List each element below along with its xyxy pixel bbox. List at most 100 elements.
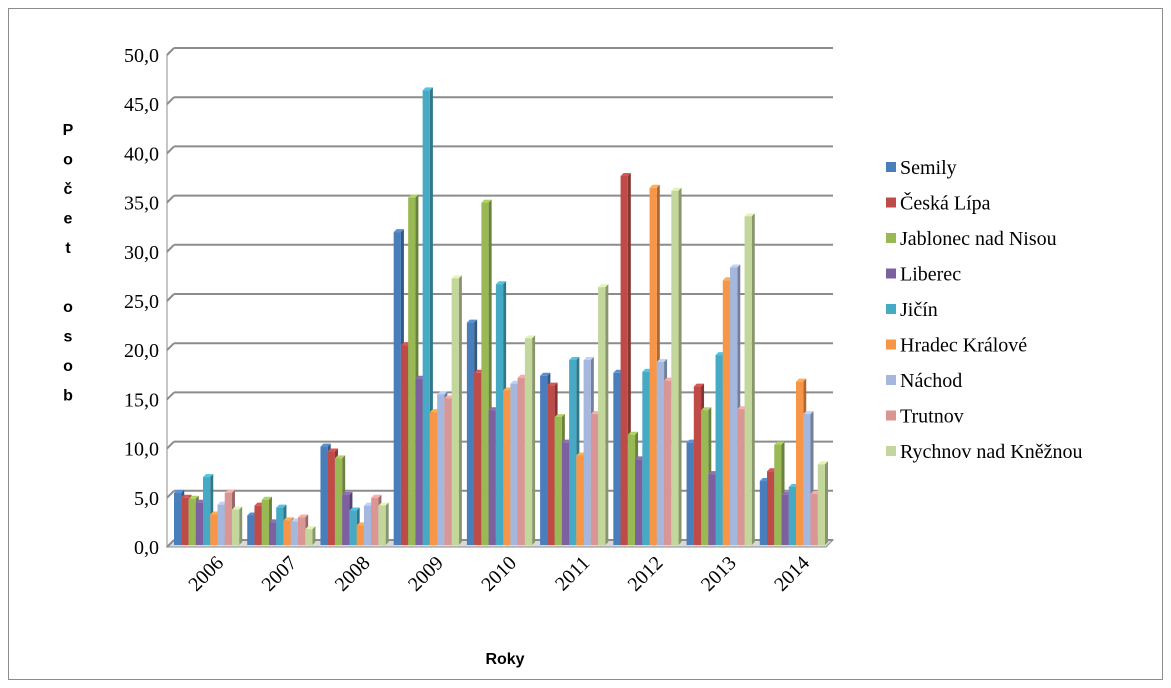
bar-front [188, 498, 196, 545]
bar-front [774, 444, 782, 545]
bar-top [671, 187, 682, 191]
bar-front [737, 409, 745, 545]
bar-top [371, 494, 382, 498]
bar-front [466, 322, 475, 545]
y-tick-label: 30,0 [124, 242, 159, 264]
bar-top [656, 358, 668, 362]
bar-side [385, 502, 389, 545]
bar-front [408, 197, 416, 545]
legend-label: Trutnov [900, 406, 964, 428]
bar-top [796, 378, 807, 382]
bar-top [231, 506, 243, 510]
bar-top [774, 441, 785, 445]
bar-top [334, 455, 346, 459]
gridline-depth [166, 440, 175, 450]
bar-top [188, 495, 199, 499]
bar-front [342, 494, 350, 545]
bar-front [620, 176, 628, 545]
y-axis-title-letter: b [63, 388, 73, 405]
legend-label: Hradec Králové [900, 335, 1027, 357]
bar-front [276, 507, 284, 545]
bar-front [290, 521, 298, 545]
legend-swatch [886, 268, 896, 279]
bar-top [437, 391, 448, 395]
bar-top [261, 496, 272, 500]
bar-front [202, 477, 211, 545]
bar-front [583, 360, 591, 545]
bar-top [583, 357, 594, 361]
bar [598, 284, 609, 545]
bar-front [247, 515, 255, 545]
bar [378, 502, 389, 545]
legend-entry: Trutnov [886, 406, 964, 428]
gridline-depth [166, 391, 175, 401]
bar-top [495, 281, 507, 285]
bar-top [320, 443, 331, 447]
legend-entry: Náchod [886, 370, 962, 392]
bar-front [627, 434, 636, 545]
bar-front [561, 442, 570, 545]
bar-top [701, 407, 712, 411]
bar-top [224, 489, 235, 493]
plot-area: 0,0 5,0 10,0 15,0 20,0 25,0 30,0 35,0 40,0 45,0 50… [124, 45, 835, 596]
bar-top [547, 382, 558, 386]
bar-top [174, 489, 185, 493]
bar-top [481, 199, 492, 203]
gridline-depth [166, 47, 175, 56]
legend-label: Náchod [900, 370, 962, 392]
bar-front [327, 451, 335, 545]
legend-swatch [886, 304, 896, 314]
bar-side [605, 284, 609, 545]
bar-front [195, 502, 203, 545]
bar-front [495, 284, 504, 545]
bar-top [202, 474, 214, 478]
y-axis-title-letter: o [63, 299, 73, 316]
bar-top [744, 213, 755, 217]
bar-front [664, 380, 672, 545]
bar-top [649, 184, 660, 188]
bar-top [378, 502, 389, 506]
bar-top [327, 448, 338, 452]
bar-front [781, 494, 789, 545]
bar-front [378, 505, 386, 545]
bar [744, 213, 755, 545]
y-axis-title-letter: o [63, 358, 73, 375]
bar-front [356, 525, 364, 545]
bar-front [613, 372, 621, 545]
bar-front [503, 390, 511, 545]
y-tick-label: 0,0 [134, 537, 159, 559]
bar-front [297, 517, 306, 545]
bar-front [642, 371, 650, 545]
bar-front [810, 493, 818, 545]
bar [524, 335, 536, 545]
bar-top [598, 284, 609, 288]
bar-front [261, 499, 269, 545]
bar-front [224, 492, 232, 545]
bar-top [524, 335, 536, 339]
gridline-depth [166, 145, 175, 155]
bar-front [671, 190, 679, 545]
bar [671, 187, 682, 545]
bar-front [569, 360, 577, 545]
y-tick-label: 45,0 [124, 94, 159, 116]
bar-front [320, 446, 328, 545]
bar-side [751, 213, 755, 545]
bar-front [181, 497, 189, 545]
bar-top [181, 494, 192, 498]
bar [817, 461, 828, 545]
bar-front [803, 414, 811, 545]
bar-top [342, 491, 353, 495]
bar-front [788, 486, 797, 545]
bar-top [276, 504, 287, 508]
bar-front [268, 522, 277, 545]
bar-front [254, 505, 262, 545]
y-axis-title-letter: o [63, 152, 73, 169]
bar-top [393, 229, 404, 233]
y-tick-label: 5,0 [134, 488, 159, 510]
bar-front [415, 378, 423, 545]
bar-front [722, 280, 731, 545]
bar-top [408, 194, 419, 198]
bar-front [686, 442, 694, 545]
legend-entry: Hradec Králové [886, 335, 1027, 357]
